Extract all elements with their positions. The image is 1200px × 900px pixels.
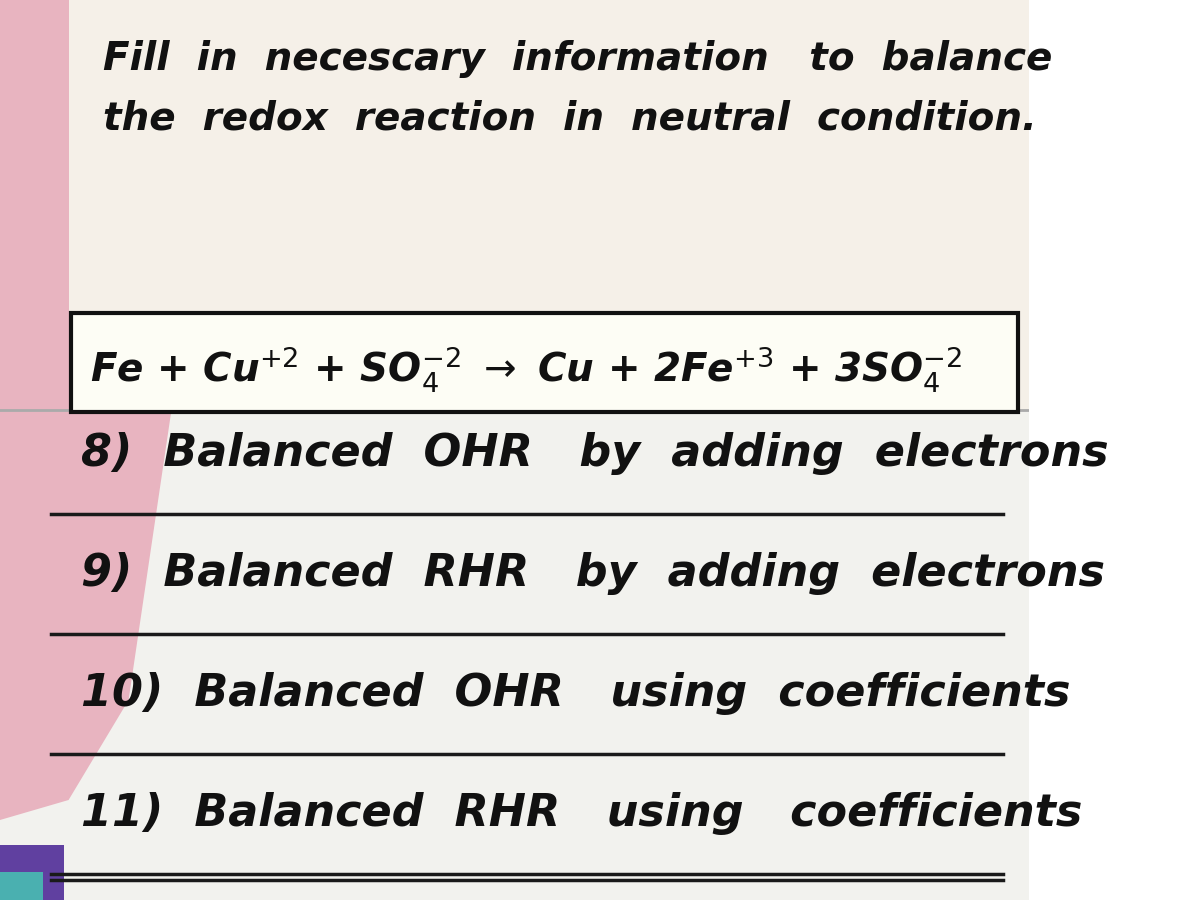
Text: 8)  Balanced  OHR   by  adding  electrons: 8) Balanced OHR by adding electrons	[82, 432, 1109, 475]
Bar	[0, 410, 1028, 900]
Text: the  redox  reaction  in  neutral  condition.: the redox reaction in neutral condition.	[103, 100, 1037, 138]
FancyBboxPatch shape	[71, 313, 1018, 412]
Text: 11)  Balanced  RHR   using   coefficients: 11) Balanced RHR using coefficients	[82, 792, 1082, 835]
Text: 9)  Balanced  RHR   by  adding  electrons: 9) Balanced RHR by adding electrons	[82, 552, 1105, 595]
Polygon shape	[0, 0, 172, 820]
Bar	[0, 845, 65, 900]
Text: Fill  in  necescary  information   to  balance: Fill in necescary information to balance	[103, 40, 1052, 78]
Polygon shape	[68, 0, 1028, 430]
Bar	[0, 872, 43, 900]
Text: 10)  Balanced  OHR   using  coefficients: 10) Balanced OHR using coefficients	[82, 672, 1070, 715]
Text: Fe + Cu$^{+2}$ + SO$_4^{-2}$ $\rightarrow$ Cu + 2Fe$^{+3}$ + 3SO$_4^{-2}$: Fe + Cu$^{+2}$ + SO$_4^{-2}$ $\rightarro…	[90, 345, 962, 395]
